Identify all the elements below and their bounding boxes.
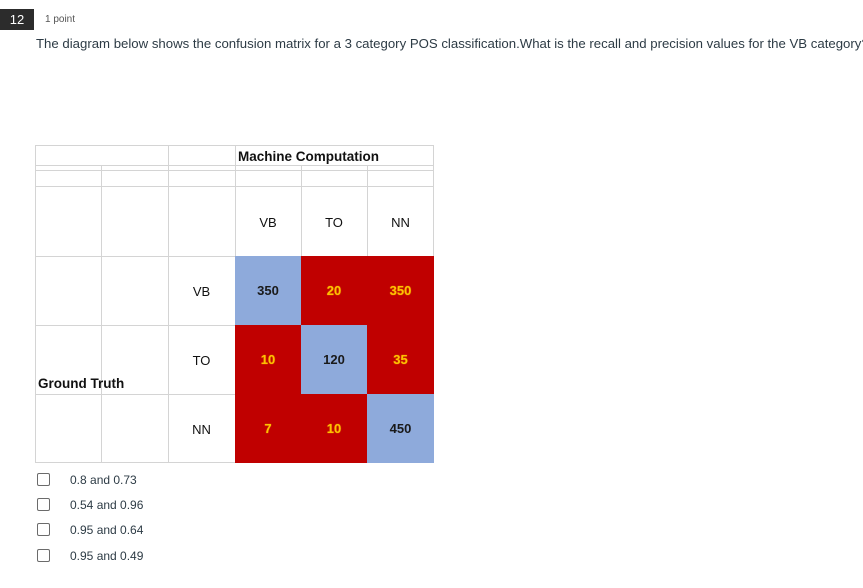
matrix-value: 350 [389,283,412,298]
column-label: VB [259,215,277,230]
grid-line [301,165,302,256]
matrix-value: 120 [323,352,345,367]
grid-line [35,186,434,187]
question-points: 1 point [45,14,76,25]
grid-line [168,145,169,463]
matrix-value: 35 [393,352,408,367]
matrix-cell: 7 [235,394,301,463]
answer-option[interactable]: 0.54 and 0.96 [37,498,143,512]
matrix-value: 10 [260,352,276,367]
column-label: NN [391,215,410,230]
matrix-value: 7 [264,421,272,436]
matrix-value: 350 [257,283,279,298]
matrix-value: 10 [326,421,342,436]
answer-option[interactable]: 0.95 and 0.64 [37,523,143,537]
grid-line [35,165,434,166]
matrix-cell: 10 [301,394,367,463]
grid-line [367,165,368,256]
row-label: NN [192,422,211,437]
matrix-cell: 35 [367,325,434,394]
grid-line [35,256,235,257]
confusion-matrix: 350 20 350 10 120 35 7 10 450 Machine Co… [35,145,434,463]
checkbox[interactable] [37,473,50,486]
matrix-cell: 10 [235,325,301,394]
answer-option[interactable]: 0.8 and 0.73 [37,473,137,487]
grid-line [35,145,36,463]
column-label: TO [325,215,343,230]
checkbox[interactable] [37,498,50,511]
matrix-value: 450 [389,421,412,436]
checkbox[interactable] [37,523,50,536]
row-header: Ground Truth [38,376,125,391]
matrix-cell: 20 [301,256,367,325]
grid-line [35,394,235,395]
matrix-value: 20 [326,283,342,298]
matrix-cell: 450 [367,394,434,463]
answer-option-label[interactable]: 0.95 and 0.49 [70,548,144,563]
column-header: Machine Computation [238,149,379,164]
matrix-cell: 120 [301,325,367,394]
grid-line [35,462,235,463]
grid-line [101,165,102,463]
row-label: TO [192,353,211,368]
grid-line [35,170,434,171]
grid-line [35,145,434,146]
answer-option[interactable]: 0.95 and 0.49 [37,549,143,563]
row-label: VB [192,284,211,299]
grid-line [235,145,236,256]
matrix-cell: 350 [235,256,301,325]
grid-line [433,145,434,256]
answer-option-label[interactable]: 0.54 and 0.96 [70,497,144,512]
grid-line [35,325,235,326]
question-number-badge: 12 [0,9,34,30]
answer-option-label[interactable]: 0.8 and 0.73 [70,472,137,487]
answer-option-label[interactable]: 0.95 and 0.64 [70,522,144,537]
question-text: The diagram below shows the confusion ma… [36,36,863,51]
checkbox[interactable] [37,549,50,562]
matrix-cell: 350 [367,256,434,325]
